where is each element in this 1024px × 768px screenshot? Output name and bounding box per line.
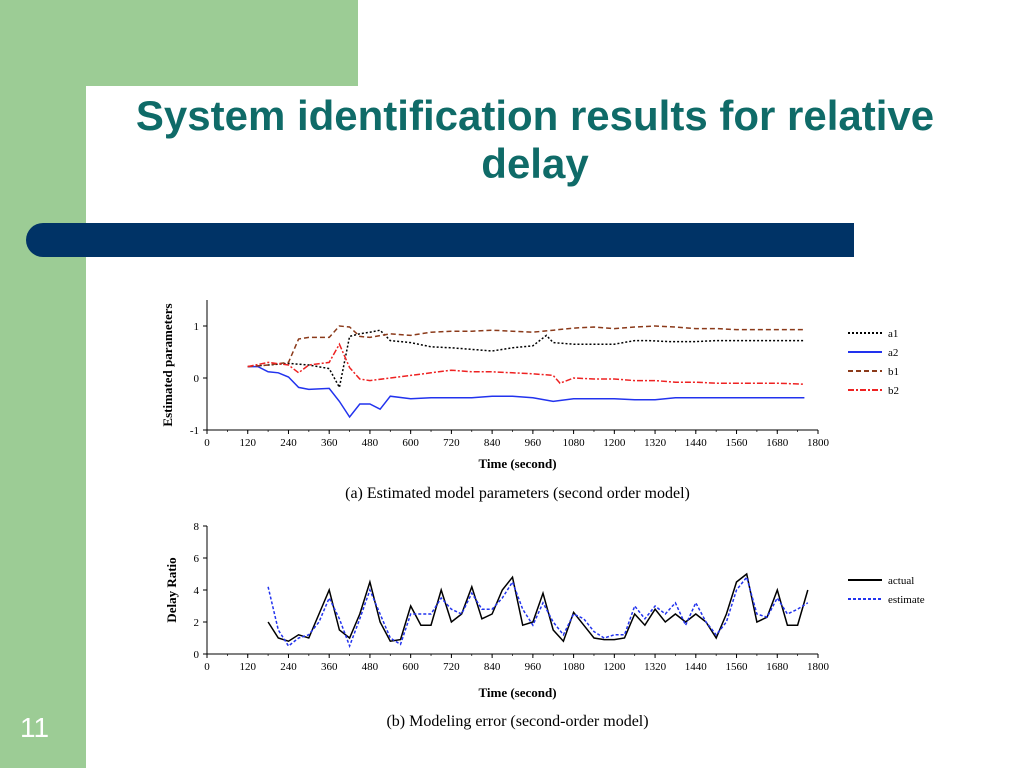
x-tick-label: 360	[321, 437, 338, 449]
y-tick-label: 4	[194, 585, 200, 597]
x-tick-label: 840	[484, 437, 501, 449]
series-line-estimate	[267, 575, 809, 649]
title-divider-bar	[26, 223, 854, 257]
legend-label-a2: a2	[888, 347, 898, 359]
x-tick-label: 720	[443, 661, 460, 673]
x-tick-label: 1200	[603, 437, 626, 449]
x-tick-label: 0	[204, 661, 210, 673]
series-line-b1	[247, 325, 805, 368]
y-axis-label: Delay Ratio	[164, 557, 179, 622]
legend-label-b1: b1	[888, 366, 899, 378]
x-tick-label: 240	[280, 661, 297, 673]
x-tick-label: 480	[362, 437, 379, 449]
x-tick-label: 1440	[685, 437, 708, 449]
x-tick-label: 1320	[644, 661, 667, 673]
x-axis-label: Time (second)	[478, 685, 556, 700]
x-tick-label: 1800	[807, 437, 830, 449]
x-tick-label: 120	[239, 437, 256, 449]
x-tick-label: 960	[525, 661, 542, 673]
x-tick-label: 1440	[685, 661, 708, 673]
y-tick-label: 0	[194, 373, 200, 385]
x-tick-label: 1800	[807, 661, 830, 673]
x-axis-label: Time (second)	[478, 456, 556, 471]
series-line-a2	[247, 365, 805, 419]
y-tick-label: -1	[190, 425, 199, 437]
x-tick-label: 1200	[603, 661, 626, 673]
slide-number: 11	[20, 712, 50, 743]
x-tick-label: 120	[239, 661, 256, 673]
x-tick-label: 1560	[726, 661, 749, 673]
x-tick-label: 480	[362, 661, 379, 673]
y-tick-label: 1	[194, 321, 200, 333]
series-line-a1	[247, 329, 805, 390]
x-tick-label: 0	[204, 437, 210, 449]
series-line-b2	[247, 342, 805, 385]
x-tick-label: 1560	[726, 437, 749, 449]
slide-title: System identification results for relati…	[135, 92, 935, 187]
x-tick-label: 600	[402, 661, 419, 673]
y-tick-label: 0	[194, 649, 200, 661]
x-tick-label: 1680	[766, 661, 789, 673]
x-tick-label: 840	[484, 661, 501, 673]
chart-a: 0 120 240 360 480 600 720 840 960 1080 1200 1320 144…	[160, 300, 899, 502]
chart-caption: (a) Estimated model parameters (second o…	[345, 485, 690, 502]
y-tick-label: 8	[194, 521, 200, 533]
x-tick-label: 240	[280, 437, 297, 449]
chart-b: 0 120 240 360 480 600 720 840 960 1080 1200 1320 144…	[164, 521, 925, 730]
x-tick-label: 360	[321, 661, 338, 673]
legend-label-a1: a1	[888, 328, 898, 340]
sidebar-left-band	[0, 0, 86, 768]
x-tick-label: 720	[443, 437, 460, 449]
y-tick-label: 2	[194, 617, 200, 629]
legend-label-estimate: estimate	[888, 594, 925, 606]
x-tick-label: 1680	[766, 437, 789, 449]
x-tick-label: 1320	[644, 437, 667, 449]
y-tick-label: 6	[194, 553, 200, 565]
chart-caption: (b) Modeling error (second-order model)	[386, 713, 648, 730]
series-line-actual	[267, 572, 809, 643]
x-tick-label: 1080	[563, 437, 586, 449]
x-tick-label: 1080	[563, 661, 586, 673]
legend-label-b2: b2	[888, 385, 899, 397]
legend-label-actual: actual	[888, 575, 914, 587]
y-axis-label: Estimated parameters	[160, 303, 175, 426]
x-tick-label: 600	[402, 437, 419, 449]
x-tick-label: 960	[525, 437, 542, 449]
